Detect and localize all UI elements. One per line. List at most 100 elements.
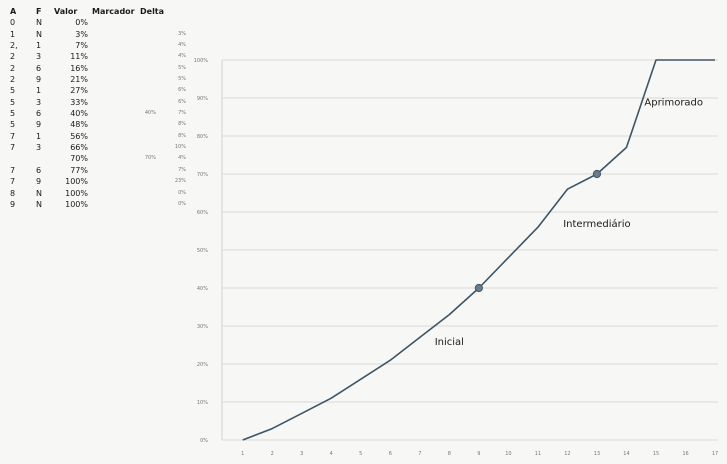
cell-delta: 3% <box>178 30 186 37</box>
x-tick-label: 9 <box>477 451 480 457</box>
chart-annotations: Inicial Intermediário Aprimorado <box>435 98 703 348</box>
x-tick-label: 3 <box>300 451 303 457</box>
cell-valor: 77% <box>70 165 88 175</box>
y-tick-label: 50% <box>197 248 208 254</box>
y-tick-label: 70% <box>197 172 208 178</box>
cell-valor: 16% <box>70 63 88 73</box>
header-f: F <box>36 7 42 16</box>
cell-valor: 33% <box>70 97 88 107</box>
cell-delta: 8% <box>178 121 186 128</box>
y-tick-label: 100% <box>194 58 209 64</box>
x-tick-label: 2 <box>271 451 274 457</box>
cell-f: 9 <box>36 120 42 130</box>
cell-a: 2 <box>10 63 16 73</box>
y-tick-label: 10% <box>197 400 208 406</box>
cell-valor: 56% <box>70 131 88 141</box>
point-marker <box>474 283 483 293</box>
cell-f: N <box>36 29 42 39</box>
cell-f: 9 <box>36 177 42 187</box>
x-tick-label: 12 <box>564 451 570 457</box>
cell-delta: 6% <box>178 98 186 105</box>
cell-a: 2, <box>10 41 18 51</box>
cell-marcador: 70% <box>144 155 156 162</box>
x-tick-label: 4 <box>330 451 333 457</box>
x-tick-label: 15 <box>653 451 659 457</box>
chart-markers <box>474 169 602 293</box>
chart-grid <box>221 59 718 441</box>
y-tick-label: 90% <box>197 96 208 102</box>
x-tick-label: 17 <box>712 451 718 457</box>
x-tick-label: 10 <box>505 451 511 457</box>
cell-f: N <box>36 188 42 198</box>
cell-a: 7 <box>10 131 16 141</box>
cell-a: 1 <box>10 29 16 39</box>
y-tick-label: 60% <box>197 210 208 216</box>
cell-a: 9 <box>10 199 16 209</box>
x-tick-label: 5 <box>359 451 362 457</box>
cell-f: 6 <box>36 63 42 73</box>
cell-valor: 100% <box>65 188 88 198</box>
cell-f: 1 <box>36 86 42 96</box>
cell-f: 9 <box>36 75 42 85</box>
cell-valor: 48% <box>70 120 88 130</box>
y-tick-label: 30% <box>197 324 208 330</box>
cell-valor: 21% <box>70 75 88 85</box>
cell-delta: 10% <box>174 144 186 151</box>
chart-annotation: Inicial <box>435 337 464 348</box>
header-valor: Valor <box>54 7 78 16</box>
x-tick-label: 11 <box>535 451 541 457</box>
x-tick-label: 7 <box>418 451 421 457</box>
y-tick-label: 40% <box>197 286 208 292</box>
cell-valor: 66% <box>70 143 88 153</box>
cell-delta: 5% <box>178 64 186 71</box>
cell-f: N <box>36 18 42 28</box>
cell-delta: 7% <box>178 110 186 117</box>
cell-delta: 4% <box>178 53 186 60</box>
cell-delta: 4% <box>178 155 186 162</box>
header-marcador: Marcador <box>92 7 135 16</box>
header-a: A <box>10 7 17 16</box>
cell-a: 5 <box>10 97 16 107</box>
y-tick-label: 0% <box>200 438 208 444</box>
cell-f: 6 <box>36 165 42 175</box>
y-tick-label: 20% <box>197 362 208 368</box>
cell-valor: 11% <box>70 52 88 62</box>
cell-f: 6 <box>36 109 42 119</box>
chart-annotation: Aprimorado <box>644 98 703 109</box>
x-tick-label: 13 <box>594 451 600 457</box>
cell-a: 5 <box>10 109 16 119</box>
cell-delta: 0% <box>178 200 186 207</box>
y-axis: 0% 10% 20% 30% 40% 50% 60% 70% 80% 90% 100% <box>194 58 209 444</box>
cell-a: 8 <box>10 188 16 198</box>
cell-valor: 70% <box>70 154 88 164</box>
cell-delta: 6% <box>178 87 186 94</box>
cell-f: 1 <box>36 41 42 51</box>
chart-annotation: Intermediário <box>563 218 630 230</box>
cell-valor: 7% <box>75 41 88 51</box>
cell-marcador: 40% <box>144 110 156 117</box>
cell-delta: 0% <box>178 189 186 196</box>
cell-f: N <box>36 199 42 209</box>
cell-valor: 0% <box>75 18 88 28</box>
x-tick-label: 1 <box>241 451 244 457</box>
point-marker <box>592 169 602 179</box>
cell-delta: 8% <box>178 132 186 139</box>
cell-a: 5 <box>10 120 16 130</box>
x-tick-label: 8 <box>448 451 451 457</box>
x-tick-label: 14 <box>623 451 629 457</box>
cell-a: 2 <box>10 75 16 85</box>
cell-valor: 3% <box>75 29 88 39</box>
cell-valor: 100% <box>65 177 88 187</box>
cell-a: 0 <box>10 18 16 28</box>
cell-a: 7 <box>10 165 16 175</box>
x-tick-label: 6 <box>389 451 392 457</box>
cell-f: 1 <box>36 131 42 141</box>
header-delta: Delta <box>140 7 165 16</box>
cell-f: 3 <box>36 97 42 107</box>
x-axis: 1 2 3 4 5 6 7 8 9 10 11 12 13 14 15 16 17 <box>241 451 718 457</box>
cell-a: 7 <box>10 177 16 187</box>
cell-valor: 100% <box>65 199 88 209</box>
y-tick-label: 80% <box>197 134 208 140</box>
cell-delta: 7% <box>178 166 186 173</box>
